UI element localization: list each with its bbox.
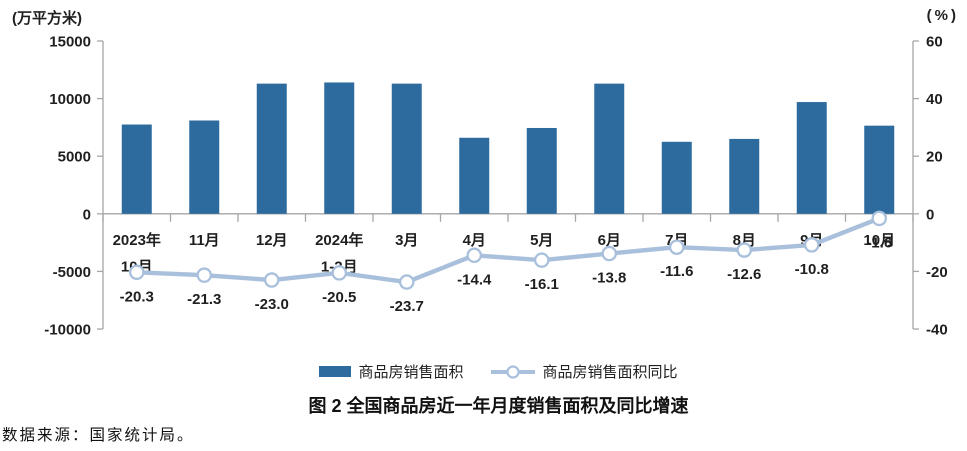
line-point-marker [601, 245, 618, 262]
x-axis-category-label: 4月 [463, 232, 486, 249]
bar-series-swatch-icon [319, 366, 352, 377]
line-data-label: -10.8 [795, 261, 829, 278]
bar [121, 124, 152, 214]
left-axis-tick-label: 0 [83, 206, 91, 223]
line-point-marker [263, 272, 280, 288]
bar [391, 83, 422, 214]
bar [324, 82, 355, 214]
legend-item-sales-area: 商品房销售面积 [319, 361, 464, 382]
right-axis-unit-label: (%) [926, 7, 959, 24]
figure-caption: 图 2 全国商品房近一年月度销售面积及同比增速 [308, 396, 689, 416]
bar [796, 102, 827, 214]
bar [526, 127, 557, 214]
line-data-label: -20.5 [322, 289, 356, 306]
line-point-marker [331, 265, 347, 281]
bar [594, 83, 625, 214]
chart-legend: 商品房销售面积 商品房销售面积同比 [30, 361, 967, 382]
x-axis-category-label: 11月 [189, 232, 220, 249]
line-series-swatch-icon [490, 364, 535, 379]
bar [729, 138, 760, 214]
left-axis-tick-label: 15000 [49, 34, 91, 51]
bar [256, 83, 287, 214]
line-point-marker [128, 264, 145, 281]
bar [661, 141, 692, 214]
bar [864, 125, 895, 214]
line-data-label: -21.3 [187, 291, 221, 308]
line-data-label: -16.1 [525, 276, 559, 293]
yoy-line [134, 216, 882, 285]
x-axis-category-label: 2024年 [315, 231, 363, 249]
x-axis-category-label: 10月 [863, 232, 895, 249]
legend-item-yoy: 商品房销售面积同比 [490, 361, 678, 382]
right-axis-tick-label: 0 [926, 206, 934, 223]
line-point-marker [196, 267, 212, 283]
right-axis-tick-label: 20 [926, 149, 943, 166]
legend-label-yoy: 商品房销售面积同比 [542, 364, 678, 381]
left-axis-tick-label: -10000 [44, 322, 91, 339]
right-axis-tick-label: 60 [926, 34, 943, 51]
x-axis-category-label: 5月 [530, 232, 553, 249]
x-axis-category-label: 2023年 [113, 231, 161, 249]
line-point-marker [534, 252, 550, 268]
line-point-marker [466, 247, 482, 264]
line-data-label: -23.7 [390, 298, 424, 315]
line-point-marker [669, 239, 685, 255]
line-data-label: -11.6 [660, 263, 693, 280]
bar [189, 120, 220, 214]
left-axis-tick-label: 10000 [49, 91, 91, 108]
line-point-marker [871, 210, 888, 227]
line-data-label: -23.0 [255, 296, 289, 313]
data-source-note: 数据来源：国家统计局。 [2, 427, 195, 444]
sales-area-combo-chart: 15000 10000 5000 0 -5000 -10000 60 40 20 0 -20 -40 2… [44, 34, 948, 339]
left-axis-unit-label: (万平方米) [12, 10, 82, 27]
x-axis-category-label: 6月 [598, 232, 621, 249]
right-axis-tick-label: -40 [926, 322, 948, 339]
line-data-label: -1.6 [866, 234, 892, 251]
x-axis-category-label: 12月 [256, 232, 288, 249]
line-data-label: -14.4 [457, 271, 492, 288]
line-point-marker [398, 274, 415, 290]
left-axis-tick-label: 5000 [58, 149, 91, 166]
line-data-label: -13.8 [592, 270, 626, 287]
bar [459, 137, 490, 214]
x-axis-category-label: 3月 [395, 232, 418, 249]
line-point-marker [804, 237, 820, 253]
line-data-label: -20.3 [120, 288, 154, 305]
line-data-label: -12.6 [727, 266, 761, 283]
left-axis-tick-label: -5000 [53, 264, 91, 281]
legend-label-sales-area: 商品房销售面积 [358, 364, 464, 381]
line-point-marker [736, 242, 753, 258]
right-axis-tick-label: -20 [926, 264, 948, 281]
x-axis-category-label: 8月 [733, 232, 756, 249]
right-axis-tick-label: 40 [926, 91, 943, 108]
